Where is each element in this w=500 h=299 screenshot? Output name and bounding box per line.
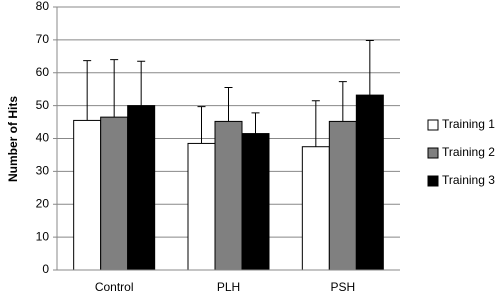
- error-bar: [197, 106, 206, 144]
- bar: [127, 105, 156, 271]
- bar: [241, 133, 270, 271]
- error-bar: [224, 87, 233, 122]
- legend-label: Training 3: [442, 173, 495, 187]
- y-axis-label: Number of Hits: [6, 96, 20, 182]
- bar: [301, 146, 330, 271]
- y-tick-label: 70: [36, 32, 50, 46]
- y-tick-label: 50: [36, 98, 50, 112]
- bar: [73, 119, 102, 271]
- error-bar: [83, 60, 92, 121]
- y-tick-label: 80: [36, 0, 50, 13]
- y-tick-label: 40: [36, 131, 50, 145]
- x-tick-label: PSH: [330, 280, 355, 294]
- legend-label: Training 2: [442, 145, 495, 159]
- error-bar: [365, 40, 374, 96]
- legend-swatch: [427, 119, 439, 131]
- bar: [187, 142, 216, 271]
- bar: [355, 94, 384, 271]
- legend-swatch: [427, 147, 439, 159]
- x-tick-label: Control: [95, 280, 134, 294]
- y-tick-label: 20: [36, 196, 50, 210]
- y-tick-label: 60: [36, 65, 50, 79]
- error-bar: [338, 81, 347, 122]
- error-bar: [311, 100, 320, 147]
- legend-swatch: [427, 175, 439, 187]
- y-tick-label: 0: [42, 262, 49, 276]
- bar: [328, 120, 357, 271]
- bar: [100, 116, 129, 271]
- error-bar: [110, 59, 119, 118]
- bar: [214, 120, 243, 271]
- error-bar: [251, 112, 260, 134]
- x-tick-label: PLH: [217, 280, 240, 294]
- error-bar: [137, 60, 146, 106]
- legend-label: Training 1: [442, 117, 495, 131]
- y-tick-label: 30: [36, 164, 50, 178]
- y-tick-label: 10: [36, 229, 50, 243]
